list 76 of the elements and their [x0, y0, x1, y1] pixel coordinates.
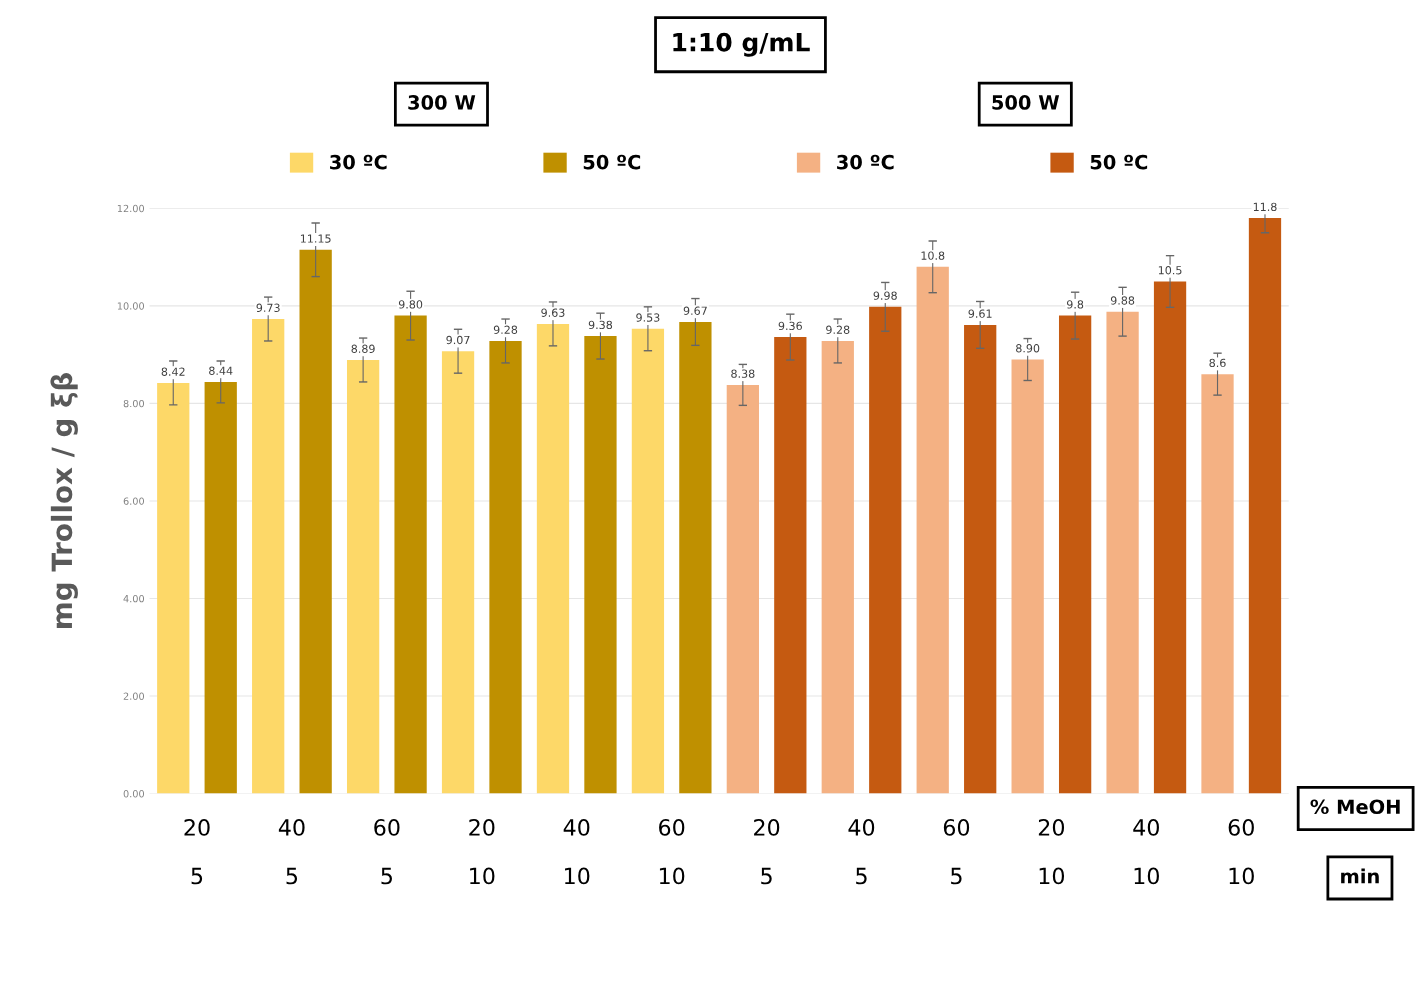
data-label: 8.89 — [351, 344, 375, 353]
data-label: 9.98 — [873, 291, 897, 300]
data-label: 9.8 — [1066, 300, 1084, 309]
bar — [1106, 311, 1139, 794]
category-label: 60 5 — [943, 818, 970, 885]
bar — [1248, 218, 1282, 794]
data-label: 8.90 — [1016, 344, 1040, 353]
bar — [964, 324, 997, 794]
bar — [1011, 359, 1044, 794]
text: % MeOH — [1310, 799, 1400, 815]
bar — [346, 360, 380, 794]
y-tick-label: 4.00 — [123, 594, 145, 603]
category-label: 60 5 — [374, 818, 400, 885]
data-label: 11.15 — [300, 234, 331, 243]
data-label: 9.67 — [683, 306, 707, 315]
bar — [584, 336, 617, 794]
bar — [252, 319, 285, 794]
text: min — [1341, 868, 1379, 884]
data-label: 10.5 — [1158, 266, 1182, 275]
bar — [1201, 374, 1234, 794]
bar — [821, 340, 854, 794]
bar — [631, 328, 665, 794]
bar — [916, 266, 949, 794]
data-label: 9.53 — [636, 313, 660, 322]
data-label: 8.44 — [209, 366, 233, 375]
category-label: 60 10 — [1228, 818, 1254, 885]
category-label: 40 10 — [563, 818, 590, 885]
y-tick-label: 6.00 — [123, 497, 145, 505]
category-label: 20 10 — [1038, 818, 1065, 885]
y-tick-label: 8.00 — [123, 399, 145, 408]
bar — [157, 382, 190, 794]
bar — [1058, 315, 1092, 794]
data-label: 9.28 — [493, 325, 518, 334]
data-label: 9.07 — [446, 335, 470, 345]
y-tick-label: 0.00 — [123, 790, 145, 798]
data-label: 9.36 — [778, 321, 802, 331]
data-label: 9.63 — [541, 308, 565, 317]
data-label: 9.28 — [826, 325, 850, 334]
bar — [204, 381, 237, 794]
legend-label: 50 ºC — [583, 154, 641, 170]
category-label: 20 10 — [469, 818, 495, 885]
bar — [536, 323, 570, 794]
y-tick-label: 12.00 — [117, 204, 145, 213]
bar — [299, 249, 332, 794]
bar — [774, 337, 807, 794]
text: 300 W — [408, 95, 476, 110]
category-label: 40 10 — [1133, 818, 1159, 885]
category-label: 20 5 — [184, 818, 210, 885]
category-label: 40 5 — [848, 818, 875, 885]
data-label: 8.38 — [731, 369, 755, 378]
bar — [489, 340, 522, 794]
data-label: 9.88 — [1110, 296, 1135, 305]
data-label: 11.8 — [1253, 202, 1277, 212]
category-label: 40 5 — [278, 818, 305, 885]
y-axis-title: mg Trollox / g ξβ — [50, 372, 78, 628]
bar — [441, 351, 475, 794]
data-label: 9.73 — [256, 303, 280, 313]
bar — [394, 315, 427, 794]
legend-label: 50 ºC — [1090, 154, 1148, 170]
data-label: 9.80 — [398, 300, 423, 309]
category-label: 20 5 — [754, 818, 780, 885]
y-tick-label: 10.00 — [117, 302, 145, 310]
legend-label: 30 ºC — [837, 154, 894, 170]
data-label: 10.8 — [921, 251, 945, 260]
data-label: 8.42 — [161, 367, 185, 376]
category-label: 60 10 — [659, 818, 685, 885]
bar — [869, 306, 902, 794]
text: 500 W — [992, 95, 1060, 110]
data-label: 9.61 — [968, 309, 992, 318]
legend-label: 30 ºC — [330, 154, 387, 170]
bar — [1153, 281, 1187, 794]
y-tick-label: 2.00 — [123, 692, 145, 700]
data-label: 9.38 — [588, 320, 613, 330]
bar — [726, 384, 759, 794]
text: 1:10 g/mL — [673, 32, 810, 57]
data-label: 8.6 — [1209, 358, 1226, 368]
